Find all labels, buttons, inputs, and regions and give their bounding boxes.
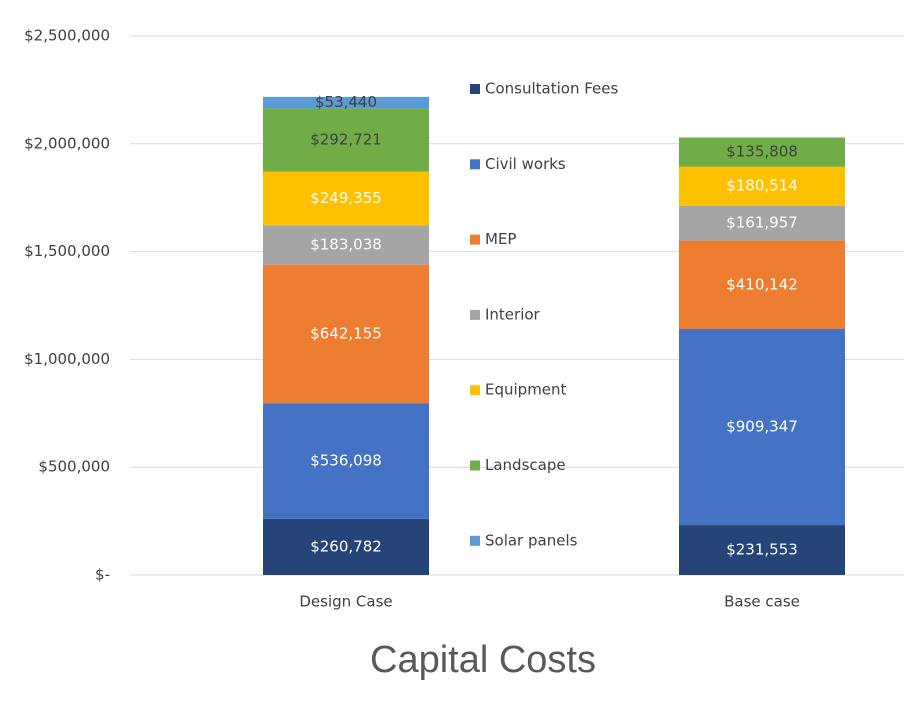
legend-swatch (470, 235, 480, 245)
chart: Capital Costs $- $500,000 $1,000,000 $1,500… (0, 0, 904, 706)
data-label: $909,347 (726, 418, 798, 436)
y-tick-label: $- (95, 566, 110, 584)
x-tick-label: Design Case (299, 593, 392, 611)
legend-label: Consultation Fees (485, 80, 618, 98)
data-label: $180,514 (726, 177, 798, 195)
data-label: $410,142 (726, 275, 798, 293)
legend-label: Solar panels (485, 531, 578, 549)
legend-swatch (470, 159, 480, 169)
y-tick-label: $1,000,000 (24, 350, 110, 368)
x-tick-label: Base case (724, 593, 800, 611)
data-label: $249,355 (310, 189, 382, 207)
legend-swatch (470, 84, 480, 94)
data-label: $292,721 (310, 130, 382, 148)
y-tick-label: $1,500,000 (24, 242, 110, 260)
data-label: $53,440 (315, 93, 377, 111)
legend-swatch (470, 461, 480, 471)
data-label: $161,957 (726, 214, 798, 232)
data-label: $183,038 (310, 236, 382, 254)
y-tick-label: $2,000,000 (24, 134, 110, 152)
data-label: $231,553 (726, 541, 798, 559)
legend-label: Equipment (485, 381, 567, 399)
legend-label: Interior (485, 305, 541, 323)
y-tick-label: $2,500,000 (24, 27, 110, 45)
data-label: $260,782 (310, 537, 382, 555)
legend-swatch (470, 310, 480, 320)
data-label: $536,098 (310, 451, 382, 469)
y-tick-label: $500,000 (38, 458, 110, 476)
chart-title: Capital Costs (370, 639, 596, 681)
legend-label: MEP (485, 230, 516, 248)
legend-swatch (470, 385, 480, 395)
legend-label: Civil works (485, 155, 566, 173)
data-label: $642,155 (310, 324, 382, 342)
legend-label: Landscape (485, 456, 566, 474)
data-label: $135,808 (726, 143, 798, 161)
legend-swatch (470, 536, 480, 546)
